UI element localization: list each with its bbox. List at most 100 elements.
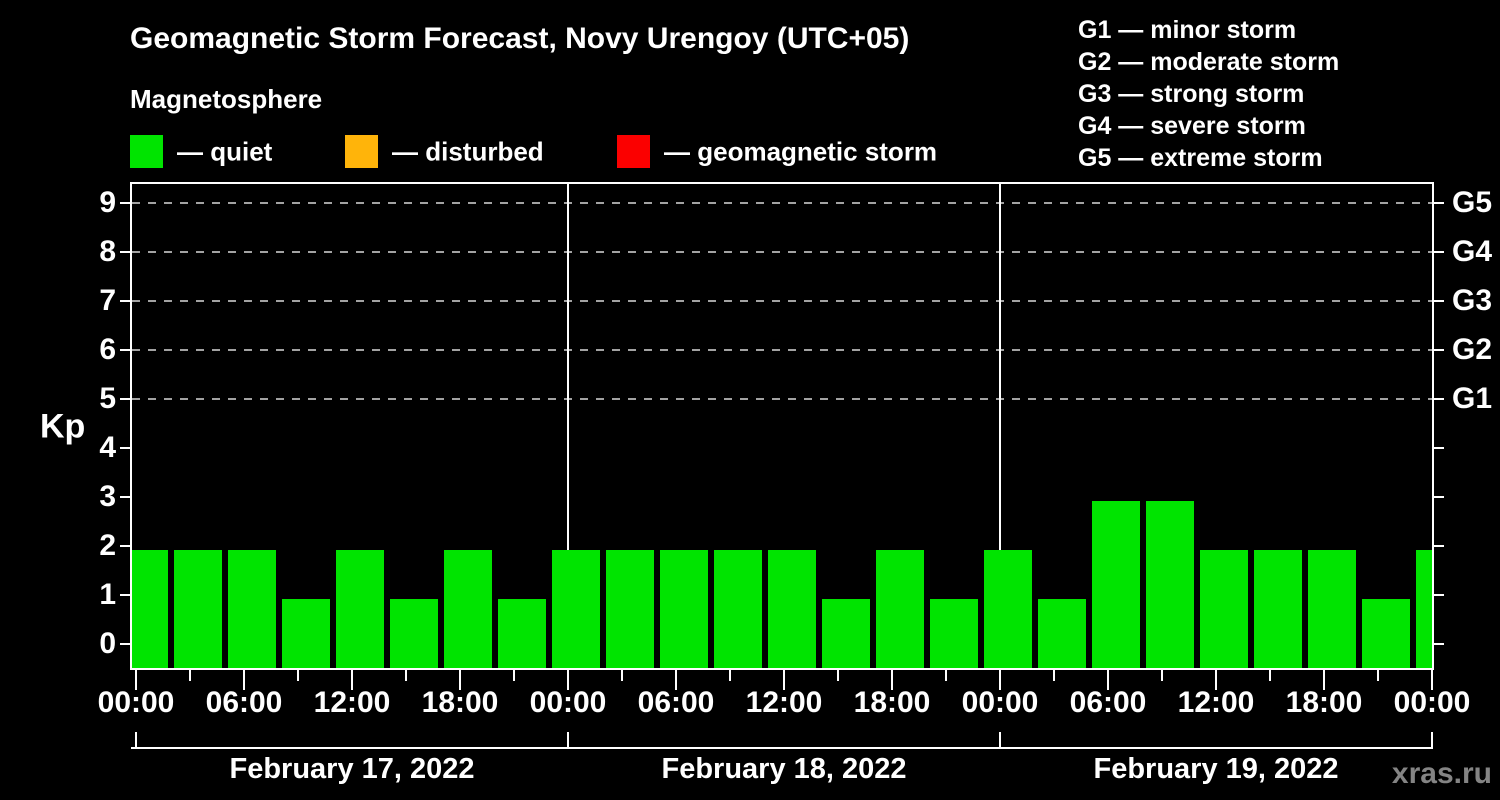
kp-bar [821,599,870,668]
kp-bar [1037,599,1086,668]
right-axis-tick [1434,593,1444,596]
x-axis-tick [1269,670,1271,681]
y-tick-label: 7 [99,284,116,318]
legend-label-disturbed: — disturbed [392,136,544,167]
y-tick-label: 4 [99,430,116,464]
legend-label-quiet: — quiet [177,136,273,167]
x-axis-tick [1161,670,1163,681]
kp-bar [713,550,762,668]
right-axis-tick [1434,398,1444,400]
kp-bar [551,550,600,668]
y-axis-tick [120,251,130,254]
time-label: 12:00 [745,686,823,719]
gridline-kp9 [132,202,1432,205]
y-tick-label: 5 [99,382,116,415]
kp-bar [335,550,384,668]
y-tick-label: 3 [99,479,116,513]
y-axis-tick [120,544,130,547]
kp-bar [1253,550,1302,668]
day-separator [999,184,1001,668]
legend-swatch-storm [617,135,650,168]
date-bracket-tick [567,732,569,749]
y-axis-tick [120,202,130,205]
g-legend-line: G1 — minor storm [1078,16,1297,44]
x-axis-tick [567,670,569,690]
x-axis-tick [297,670,299,681]
g-level-label: G1 [1452,382,1493,415]
kp-bar [659,550,708,668]
gridline-kp7 [132,300,1432,303]
g-level-label: G4 [1452,235,1493,269]
gridline-kp5 [132,398,1432,400]
magnetosphere-label: Magnetosphere [130,84,323,114]
x-axis-tick [945,670,947,681]
time-label: 00:00 [97,686,175,719]
legend-swatch-quiet [130,135,163,168]
g-legend-line: G2 — moderate storm [1078,48,1340,76]
kp-bar [1091,501,1140,668]
legend-label-storm: — geomagnetic storm [664,136,938,167]
time-label: 06:00 [205,686,283,719]
right-axis-tick [1434,544,1444,547]
g-level-label: G5 [1452,186,1493,220]
g-legend-line: G4 — severe storm [1078,112,1306,140]
kp-bar [983,550,1032,668]
x-axis-tick [729,670,731,681]
y-axis-title: Kp [40,407,86,446]
y-tick-label: 6 [99,333,116,367]
time-label: 12:00 [313,686,391,719]
y-axis-tick [120,593,130,596]
x-axis-tick [621,670,623,681]
time-label: 00:00 [961,686,1039,719]
date-bracket-tick [1431,732,1433,749]
x-axis-tick [351,670,353,690]
right-axis-tick [1434,202,1444,205]
x-axis-tick [135,670,137,690]
x-axis-tick [1323,670,1325,690]
date-bracket-tick [135,732,137,749]
kp-bar [443,550,492,668]
date-bracket-line [131,747,1433,749]
kp-bar [767,550,816,668]
y-axis-tick [120,349,130,352]
time-label: 00:00 [1393,686,1471,719]
time-label: 06:00 [1069,686,1147,719]
x-axis-tick [405,670,407,681]
plot-area [130,182,1434,670]
g-legend-line: G5 — extreme storm [1078,144,1323,172]
x-axis-tick [837,670,839,681]
kp-bar [1307,550,1356,668]
legend-swatch-disturbed [345,135,378,168]
gridline-kp6 [132,349,1432,352]
date-bracket-tick [999,732,1001,749]
y-tick-label: 2 [99,528,116,562]
time-label: 18:00 [853,686,931,719]
day-separator [567,184,569,668]
date-label: February 19, 2022 [1093,753,1339,785]
kp-bar [497,599,546,668]
kp-bar [227,550,276,668]
x-axis-tick [891,670,893,690]
g-level-label: G2 [1452,333,1493,367]
y-axis-tick [120,446,130,449]
kp-bar [1199,550,1248,668]
x-axis-tick [1215,670,1217,690]
y-axis-tick [120,642,130,645]
kp-bar [1145,501,1194,668]
x-axis-tick [513,670,515,681]
right-axis-tick [1434,349,1444,352]
y-tick-label: 1 [99,577,116,611]
y-tick-label: 0 [99,626,116,660]
x-axis-tick [999,670,1001,690]
x-axis-tick [1431,670,1433,690]
time-label: 18:00 [1285,686,1363,719]
right-axis-tick [1434,642,1444,645]
y-axis-tick [120,300,130,303]
right-axis-tick [1434,495,1444,498]
g-level-label: G3 [1452,284,1493,318]
date-label: February 18, 2022 [661,753,907,785]
kp-bar [1415,550,1432,668]
kp-bar [132,550,168,668]
g-legend-line: G3 — strong storm [1078,80,1305,108]
